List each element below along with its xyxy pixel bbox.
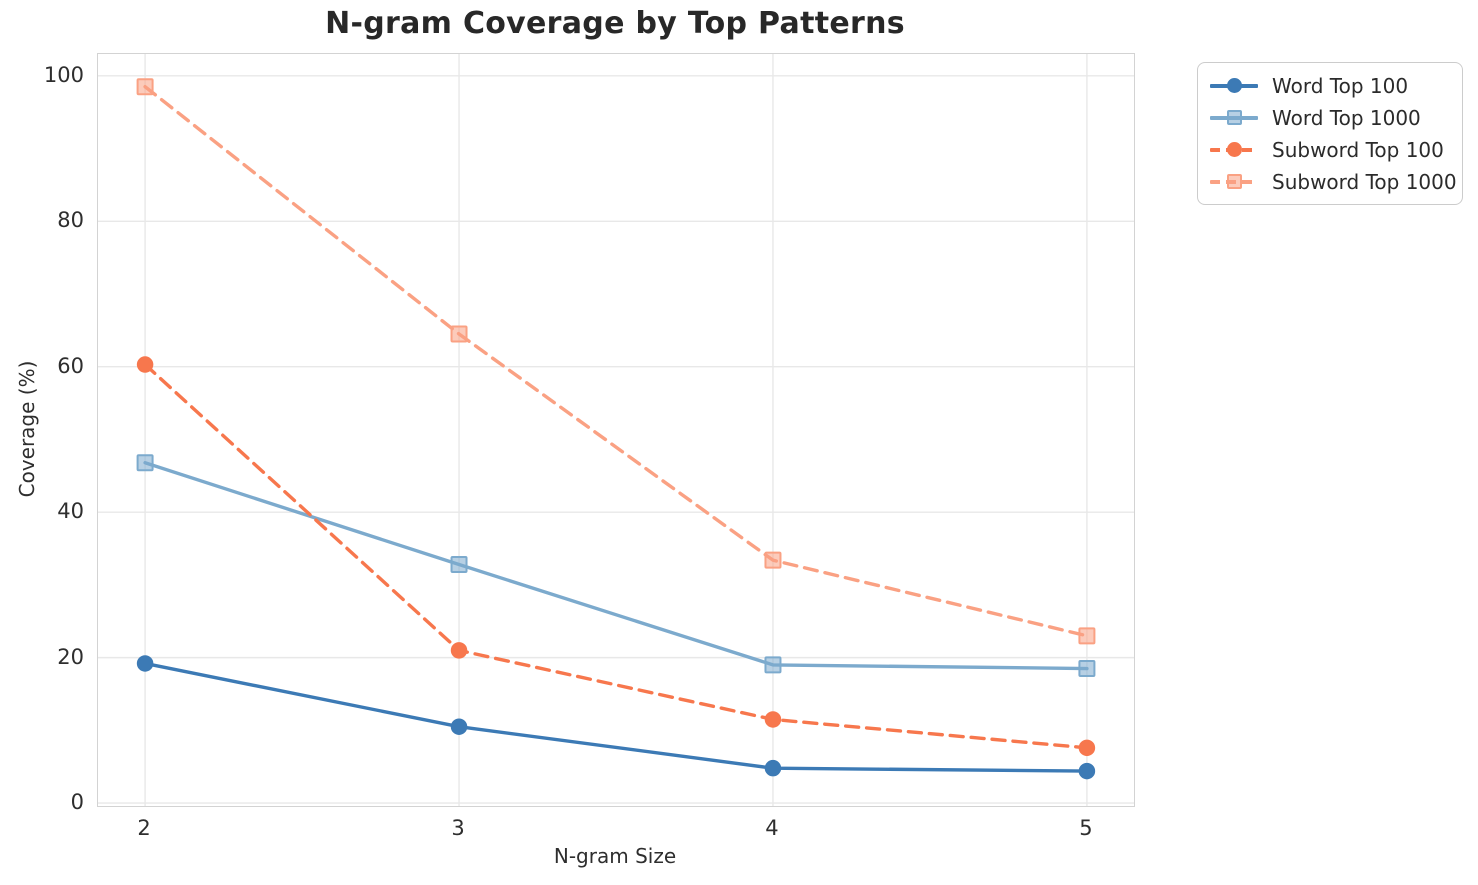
data-point-marker: [764, 551, 782, 569]
legend-entry-subword-top-100: Subword Top 100: [1210, 137, 1448, 162]
data-point-marker: [136, 78, 154, 96]
data-point-marker: [136, 655, 154, 672]
circle-marker-icon: [1227, 78, 1242, 93]
square-marker-icon: [1227, 174, 1242, 189]
legend-entry-word-top-1000: Word Top 1000: [1210, 105, 1448, 130]
data-point-marker: [1078, 660, 1096, 678]
y-tick-label: 20: [57, 644, 84, 669]
plot-area: [97, 53, 1135, 807]
data-point-marker: [450, 556, 468, 574]
gridlines: [98, 54, 1134, 806]
series-line: [143, 661, 1089, 773]
legend-entry-subword-top-1000: Subword Top 1000: [1210, 169, 1457, 194]
y-tick-label: 80: [57, 208, 84, 233]
plot-canvas: [98, 54, 1134, 806]
data-point-marker: [1078, 627, 1096, 645]
series-line: [143, 85, 1089, 638]
data-point-marker: [764, 656, 782, 674]
series-word-top-100: [136, 655, 1096, 780]
data-point-marker: [764, 711, 782, 728]
x-tick-label: 2: [137, 816, 151, 840]
data-point-marker: [450, 642, 468, 659]
series-subword-top-100: [136, 356, 1096, 757]
data-point-marker: [136, 454, 154, 472]
legend-swatch: [1210, 137, 1258, 162]
circle-marker-icon: [1227, 142, 1242, 157]
legend: Word Top 100 Word Top 1000 Subword Top 1…: [1197, 62, 1463, 205]
chart-title: N-gram Coverage by Top Patterns: [325, 6, 905, 41]
y-tick-label: 60: [57, 353, 84, 378]
y-tick-label: 0: [70, 790, 84, 815]
legend-label: Subword Top 1000: [1272, 169, 1457, 194]
x-axis-label: N-gram Size: [553, 844, 677, 868]
legend-entry-word-top-100: Word Top 100: [1210, 73, 1448, 98]
data-point-marker: [136, 356, 154, 373]
data-point-marker: [1078, 739, 1096, 757]
series-subword-top-1000: [136, 78, 1096, 645]
x-tick-label: 5: [1079, 816, 1093, 840]
data-point-marker: [1078, 762, 1096, 780]
series-word-top-1000: [136, 454, 1096, 678]
series-line: [143, 461, 1089, 671]
y-tick-label: 40: [57, 499, 84, 524]
legend-label: Word Top 100: [1272, 73, 1409, 98]
legend-label: Subword Top 100: [1272, 137, 1444, 162]
data-point-marker: [450, 718, 468, 735]
legend-label: Word Top 1000: [1272, 105, 1421, 130]
y-tick-label: 100: [43, 62, 84, 87]
x-tick-label: 4: [765, 816, 779, 840]
legend-swatch: [1210, 73, 1258, 98]
series-line: [143, 362, 1089, 750]
data-point-marker: [450, 325, 468, 343]
legend-swatch: [1210, 169, 1258, 194]
legend-swatch: [1210, 105, 1258, 130]
x-tick-label: 3: [451, 816, 465, 840]
square-marker-icon: [1227, 110, 1242, 125]
y-axis-label: Coverage (%): [15, 360, 39, 498]
data-point-marker: [764, 759, 782, 777]
